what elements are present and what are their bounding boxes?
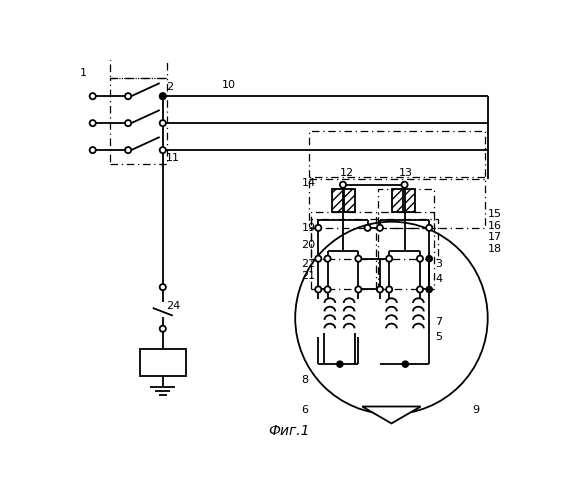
Circle shape	[426, 225, 432, 231]
Bar	[332, 190, 343, 212]
Circle shape	[125, 147, 131, 153]
Bar	[309, 131, 484, 180]
Bar	[345, 190, 355, 212]
Circle shape	[386, 256, 392, 262]
Circle shape	[426, 256, 432, 262]
Bar	[392, 190, 403, 212]
Bar	[111, 0, 168, 78]
Circle shape	[337, 361, 343, 367]
Text: 11: 11	[166, 153, 180, 163]
Circle shape	[386, 286, 392, 292]
Text: 14: 14	[301, 178, 315, 188]
Circle shape	[402, 182, 408, 188]
Circle shape	[160, 326, 166, 332]
Bar	[378, 212, 434, 290]
Text: 8: 8	[301, 374, 309, 384]
Circle shape	[160, 120, 166, 126]
Circle shape	[324, 286, 331, 292]
Circle shape	[125, 93, 131, 100]
Circle shape	[377, 286, 383, 292]
Text: 3: 3	[435, 259, 442, 269]
Bar	[404, 190, 415, 212]
Text: 21: 21	[301, 270, 315, 280]
Circle shape	[90, 147, 96, 153]
Circle shape	[426, 286, 432, 292]
Bar	[311, 212, 376, 290]
Circle shape	[160, 284, 166, 290]
Bar	[311, 218, 438, 258]
Text: 13: 13	[399, 168, 413, 178]
Text: 2: 2	[166, 82, 173, 92]
Text: Фиг.1: Фиг.1	[268, 424, 310, 438]
Circle shape	[340, 182, 346, 188]
Circle shape	[402, 361, 408, 367]
Circle shape	[315, 256, 321, 262]
Circle shape	[355, 286, 362, 292]
Circle shape	[417, 286, 423, 292]
Bar	[404, 190, 415, 212]
Circle shape	[160, 93, 166, 100]
Text: 10: 10	[222, 80, 236, 90]
Circle shape	[315, 225, 321, 231]
Circle shape	[324, 256, 331, 262]
Bar	[111, 78, 168, 164]
Circle shape	[125, 120, 131, 126]
Text: 23: 23	[140, 357, 155, 367]
Circle shape	[417, 256, 423, 262]
Circle shape	[160, 93, 166, 100]
Text: 12: 12	[340, 168, 354, 178]
Text: 17: 17	[488, 232, 502, 242]
Circle shape	[160, 147, 166, 153]
Text: 5: 5	[435, 332, 442, 342]
Text: 22: 22	[301, 259, 316, 269]
Circle shape	[377, 225, 383, 231]
Bar	[140, 349, 186, 376]
Bar	[309, 177, 484, 228]
Circle shape	[364, 225, 371, 231]
Text: 19: 19	[301, 223, 315, 233]
Text: 1: 1	[80, 68, 87, 78]
Bar	[378, 190, 434, 228]
Text: 20: 20	[301, 240, 315, 250]
Circle shape	[355, 256, 362, 262]
Text: 16: 16	[488, 220, 502, 230]
Text: 4: 4	[435, 274, 443, 284]
Circle shape	[90, 93, 96, 100]
Bar	[332, 190, 343, 212]
Bar	[392, 190, 403, 212]
Bar	[345, 190, 355, 212]
Text: 9: 9	[472, 406, 479, 415]
Circle shape	[295, 222, 488, 414]
Circle shape	[90, 120, 96, 126]
Polygon shape	[362, 406, 421, 424]
Text: 18: 18	[488, 244, 502, 254]
Text: 7: 7	[435, 317, 443, 327]
Text: 24: 24	[166, 302, 181, 312]
Circle shape	[315, 286, 321, 292]
Text: 15: 15	[488, 209, 502, 219]
Text: 6: 6	[301, 406, 309, 415]
